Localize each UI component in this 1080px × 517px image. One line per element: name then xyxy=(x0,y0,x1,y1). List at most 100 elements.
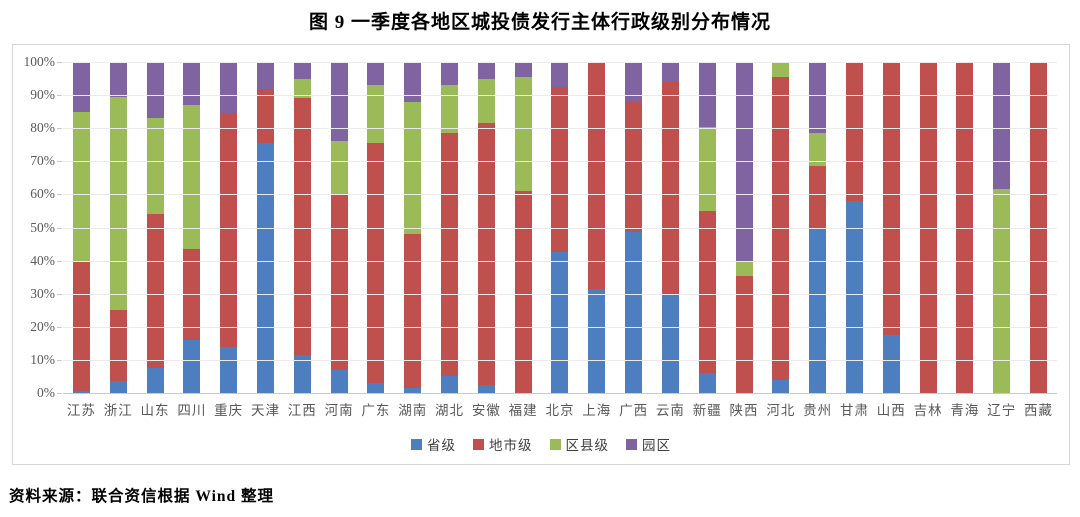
bar-segment-prefecture xyxy=(735,275,753,393)
bar-segment-provincial xyxy=(441,376,459,393)
y-axis-tick xyxy=(57,95,62,96)
bar-column-6 xyxy=(284,62,321,393)
bar-segment-county xyxy=(735,260,753,276)
bar-segment-prefecture xyxy=(845,62,863,202)
bar-segment-provincial xyxy=(367,383,385,393)
stacked-bar xyxy=(956,62,974,393)
y-axis-tick-label: 30% xyxy=(30,286,55,301)
bars-container xyxy=(63,62,1057,393)
stacked-bar xyxy=(919,62,937,393)
gridline xyxy=(63,161,1057,162)
bar-segment-prefecture xyxy=(809,166,827,230)
bar-segment-provincial xyxy=(72,391,90,393)
bar-segment-park xyxy=(661,62,679,82)
bar-segment-prefecture xyxy=(588,62,606,289)
bar-segment-provincial xyxy=(772,379,790,393)
bar-column-4 xyxy=(210,62,247,393)
bar-segment-county xyxy=(809,133,827,167)
stacked-bar xyxy=(330,62,348,393)
x-axis-label-13: 北京 xyxy=(545,403,575,418)
stacked-bar xyxy=(625,62,643,393)
bar-segment-provincial xyxy=(698,373,716,393)
bar-column-11 xyxy=(468,62,505,393)
bar-segment-prefecture xyxy=(109,310,127,382)
bar-column-16 xyxy=(652,62,689,393)
bar-segment-county xyxy=(698,126,716,211)
bar-segment-county xyxy=(109,96,127,311)
bar-segment-prefecture xyxy=(919,62,937,393)
bar-segment-park xyxy=(183,62,201,106)
y-axis-tick xyxy=(57,360,62,361)
bar-segment-prefecture xyxy=(220,113,238,347)
bar-column-12 xyxy=(505,62,542,393)
bar-segment-prefecture xyxy=(293,98,311,355)
bar-segment-park xyxy=(477,62,495,79)
bar-segment-park xyxy=(256,62,274,89)
bar-segment-park xyxy=(220,62,238,114)
bar-segment-prefecture xyxy=(698,210,716,374)
y-axis-tick xyxy=(57,62,62,63)
bar-segment-provincial xyxy=(109,381,127,393)
stacked-bar xyxy=(183,62,201,393)
bar-segment-prefecture xyxy=(477,123,495,385)
bar-segment-park xyxy=(514,62,532,77)
bar-segment-park xyxy=(698,62,716,127)
legend-label: 地市级 xyxy=(489,438,533,453)
y-axis-tick xyxy=(57,161,62,162)
y-axis-tick xyxy=(57,294,62,295)
bar-segment-county xyxy=(183,105,201,250)
y-axis-tick-label: 80% xyxy=(30,120,55,135)
bar-segment-prefecture xyxy=(1030,62,1048,393)
stacked-bar xyxy=(661,62,679,393)
bar-column-17 xyxy=(689,62,726,393)
y-axis-tick-label: 50% xyxy=(30,220,55,235)
bar-segment-prefecture xyxy=(146,214,164,369)
x-axis-label-15: 广西 xyxy=(619,403,649,418)
x-axis-label-8: 广东 xyxy=(361,403,391,418)
legend-label: 省级 xyxy=(427,438,456,453)
bar-column-5 xyxy=(247,62,284,393)
gridline xyxy=(63,62,1057,63)
bar-column-1 xyxy=(100,62,137,393)
bar-segment-park xyxy=(109,62,127,97)
bar-segment-park xyxy=(146,62,164,119)
bar-segment-park xyxy=(404,62,422,102)
bar-segment-provincial xyxy=(293,354,311,393)
gridline xyxy=(63,327,1057,328)
legend-item-provincial: 省级 xyxy=(411,434,456,454)
bar-segment-provincial xyxy=(183,340,201,393)
bar-segment-provincial xyxy=(625,232,643,393)
stacked-bar xyxy=(882,62,900,393)
x-axis-label-19: 河北 xyxy=(766,403,796,418)
bar-segment-provincial xyxy=(256,143,274,393)
bar-segment-park xyxy=(441,62,459,86)
y-axis-tick-label: 20% xyxy=(30,319,55,334)
x-axis-label-5: 天津 xyxy=(250,403,280,418)
bar-segment-park xyxy=(367,62,385,86)
plot-area xyxy=(63,62,1057,394)
y-axis-tick-label: 100% xyxy=(23,54,56,69)
x-axis-label-16: 云南 xyxy=(655,403,685,418)
bar-segment-county xyxy=(477,78,495,124)
bar-segment-provincial xyxy=(661,295,679,393)
bar-segment-prefecture xyxy=(441,133,459,377)
gridline xyxy=(63,261,1057,262)
bar-column-9 xyxy=(394,62,431,393)
stacked-bar xyxy=(109,62,127,393)
legend-swatch-icon xyxy=(549,438,561,450)
bar-segment-provincial xyxy=(845,201,863,393)
x-axis-label-4: 重庆 xyxy=(214,403,244,418)
stacked-bar xyxy=(441,62,459,393)
bar-segment-provincial xyxy=(330,369,348,393)
x-axis-label-22: 山西 xyxy=(876,403,906,418)
bar-segment-county xyxy=(404,101,422,235)
bar-segment-park xyxy=(293,62,311,79)
x-axis-label-17: 新疆 xyxy=(692,403,722,418)
bar-segment-county xyxy=(772,62,790,77)
x-axis-label-2: 山东 xyxy=(140,403,170,418)
bar-segment-park xyxy=(809,62,827,134)
bar-column-10 xyxy=(431,62,468,393)
x-axis-label-21: 甘肃 xyxy=(839,403,869,418)
bar-segment-park xyxy=(72,62,90,112)
